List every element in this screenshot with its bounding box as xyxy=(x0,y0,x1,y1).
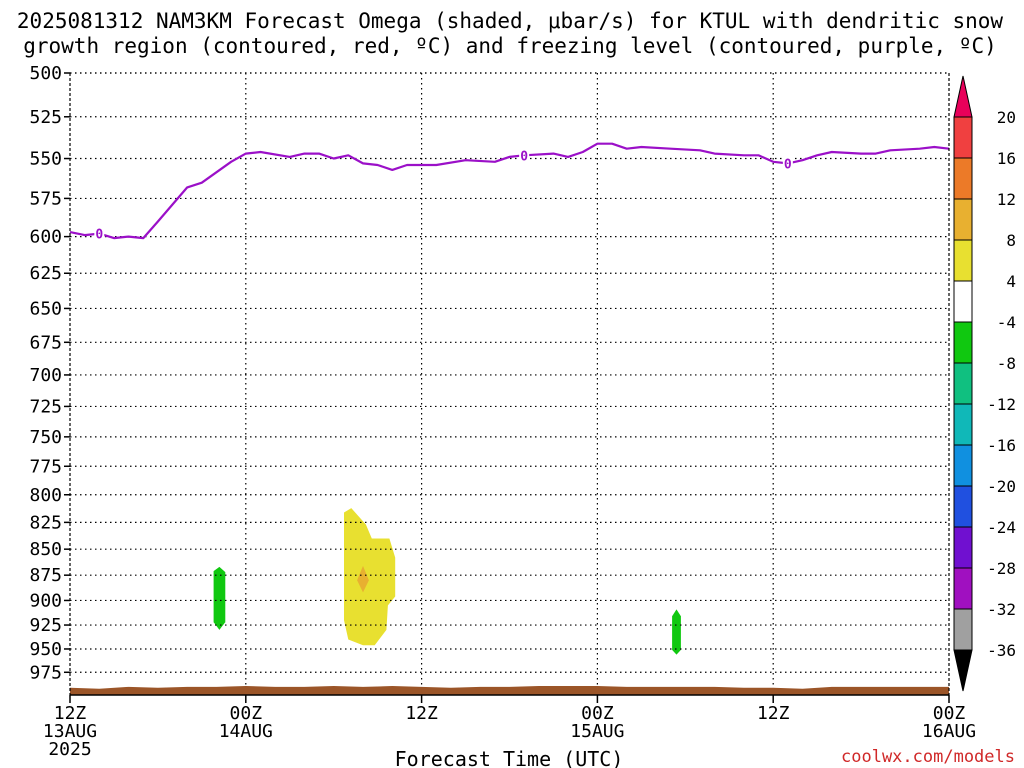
x-tick-time: 00Z xyxy=(581,703,614,724)
colorbar-swatch xyxy=(953,239,973,282)
chart-axes xyxy=(69,72,950,696)
colorbar-swatch xyxy=(953,608,973,651)
freezing-level-label-bg xyxy=(94,226,105,240)
colorbar-label: 8 xyxy=(1006,231,1016,250)
colorbar-label: -20 xyxy=(987,477,1016,496)
colorbar-label: -36 xyxy=(987,641,1016,660)
y-tick-label: 600 xyxy=(29,227,62,248)
colorbar-label: -24 xyxy=(987,518,1016,537)
yellow-area xyxy=(344,508,396,646)
colorbar-swatch xyxy=(953,444,973,487)
colorbar-label: 4 xyxy=(1006,272,1016,291)
y-tick-label: 875 xyxy=(29,565,62,586)
colorbar-swatch xyxy=(953,157,973,200)
freezing-level-line xyxy=(69,142,950,240)
colorbar-swatch xyxy=(953,116,973,159)
chart-title-line2: growth region (contoured, red, ºC) and f… xyxy=(23,34,997,58)
colorbar-bottom-arrow xyxy=(953,649,973,692)
x-tick-time: 12Z xyxy=(54,703,87,724)
colorbar-label: 20 xyxy=(997,108,1016,127)
terrain-layer xyxy=(70,686,949,695)
colorbar-swatch xyxy=(953,198,973,241)
freezing-level-label-bg xyxy=(519,148,530,162)
x-axis-label: Forecast Time (UTC) xyxy=(395,747,624,768)
y-tick-label: 800 xyxy=(29,485,62,506)
y-tick-label: 575 xyxy=(29,188,62,209)
green-area-2 xyxy=(672,609,681,655)
x-tick-date: 13AUG xyxy=(43,721,97,742)
y-tick-label: 825 xyxy=(29,512,62,533)
colorbar-swatch xyxy=(953,485,973,528)
terrain-shading xyxy=(70,686,949,695)
colorbar-swatch xyxy=(953,280,973,323)
freezing-level-label: 0 xyxy=(520,149,528,164)
colorbar-label: -32 xyxy=(987,600,1016,619)
y-tick-labels: 500 525 550 575 600 625 650 675 700 725 750 775 800 8… xyxy=(29,63,70,683)
chart-title-line1: 2025081312 NAM3KM Forecast Omega (shaded… xyxy=(17,9,1004,33)
y-tick-label: 625 xyxy=(29,263,62,284)
colorbar-swatch xyxy=(953,403,973,446)
colorbar-top-arrow xyxy=(953,75,973,118)
colorbar-label: -16 xyxy=(987,436,1016,455)
green-area-1 xyxy=(213,566,226,630)
x-tick-time: 12Z xyxy=(757,703,790,724)
orange-area xyxy=(357,565,369,593)
x-tick-time: 00Z xyxy=(230,703,263,724)
colorbar-label: -28 xyxy=(987,559,1016,578)
colorbar-label: 12 xyxy=(997,190,1016,209)
colorbar: 20 16 12 8 4 -4 -8 -12 -16 -20 -24 -28 -32 -36 xyxy=(953,75,1016,692)
x-tick-date: 14AUG xyxy=(219,721,273,742)
colorbar-swatch xyxy=(953,321,973,364)
y-tick-label: 850 xyxy=(29,539,62,560)
x-tick-date: 15AUG xyxy=(570,721,624,742)
chart-grid xyxy=(70,72,949,695)
y-tick-label: 975 xyxy=(29,662,62,683)
colorbar-label: -4 xyxy=(997,313,1016,332)
y-tick-label: 900 xyxy=(29,590,62,611)
colorbar-label: -8 xyxy=(997,354,1016,373)
y-tick-label: 950 xyxy=(29,639,62,660)
colorbar-label: -12 xyxy=(987,395,1016,414)
y-tick-label: 700 xyxy=(29,365,62,386)
colorbar-swatch xyxy=(953,362,973,405)
freezing-level-label: 0 xyxy=(784,157,792,172)
omega-regions xyxy=(213,508,681,655)
y-tick-label: 725 xyxy=(29,396,62,417)
freezing-level-label-bg xyxy=(782,156,793,170)
colorbar-label: 16 xyxy=(997,149,1016,168)
x-tick-date: 16AUG xyxy=(922,721,976,742)
y-tick-label: 750 xyxy=(29,427,62,448)
y-tick-label: 925 xyxy=(29,615,62,636)
colorbar-swatch xyxy=(953,526,973,569)
y-tick-label: 675 xyxy=(29,332,62,353)
colorbar-swatch xyxy=(953,567,973,610)
y-tick-label: 525 xyxy=(29,107,62,128)
y-tick-label: 775 xyxy=(29,456,62,477)
y-tick-label: 500 xyxy=(29,63,62,84)
freezing-level-layer: 0 0 0 xyxy=(69,142,950,243)
y-tick-label: 550 xyxy=(29,149,62,170)
freezing-level-label: 0 xyxy=(95,228,103,243)
credit-text: coolwx.com/models xyxy=(841,747,1015,767)
x-tick-time: 12Z xyxy=(405,703,438,724)
y-tick-label: 650 xyxy=(29,298,62,319)
x-tick-time: 00Z xyxy=(933,703,966,724)
x-tick-year: 2025 xyxy=(48,739,91,760)
